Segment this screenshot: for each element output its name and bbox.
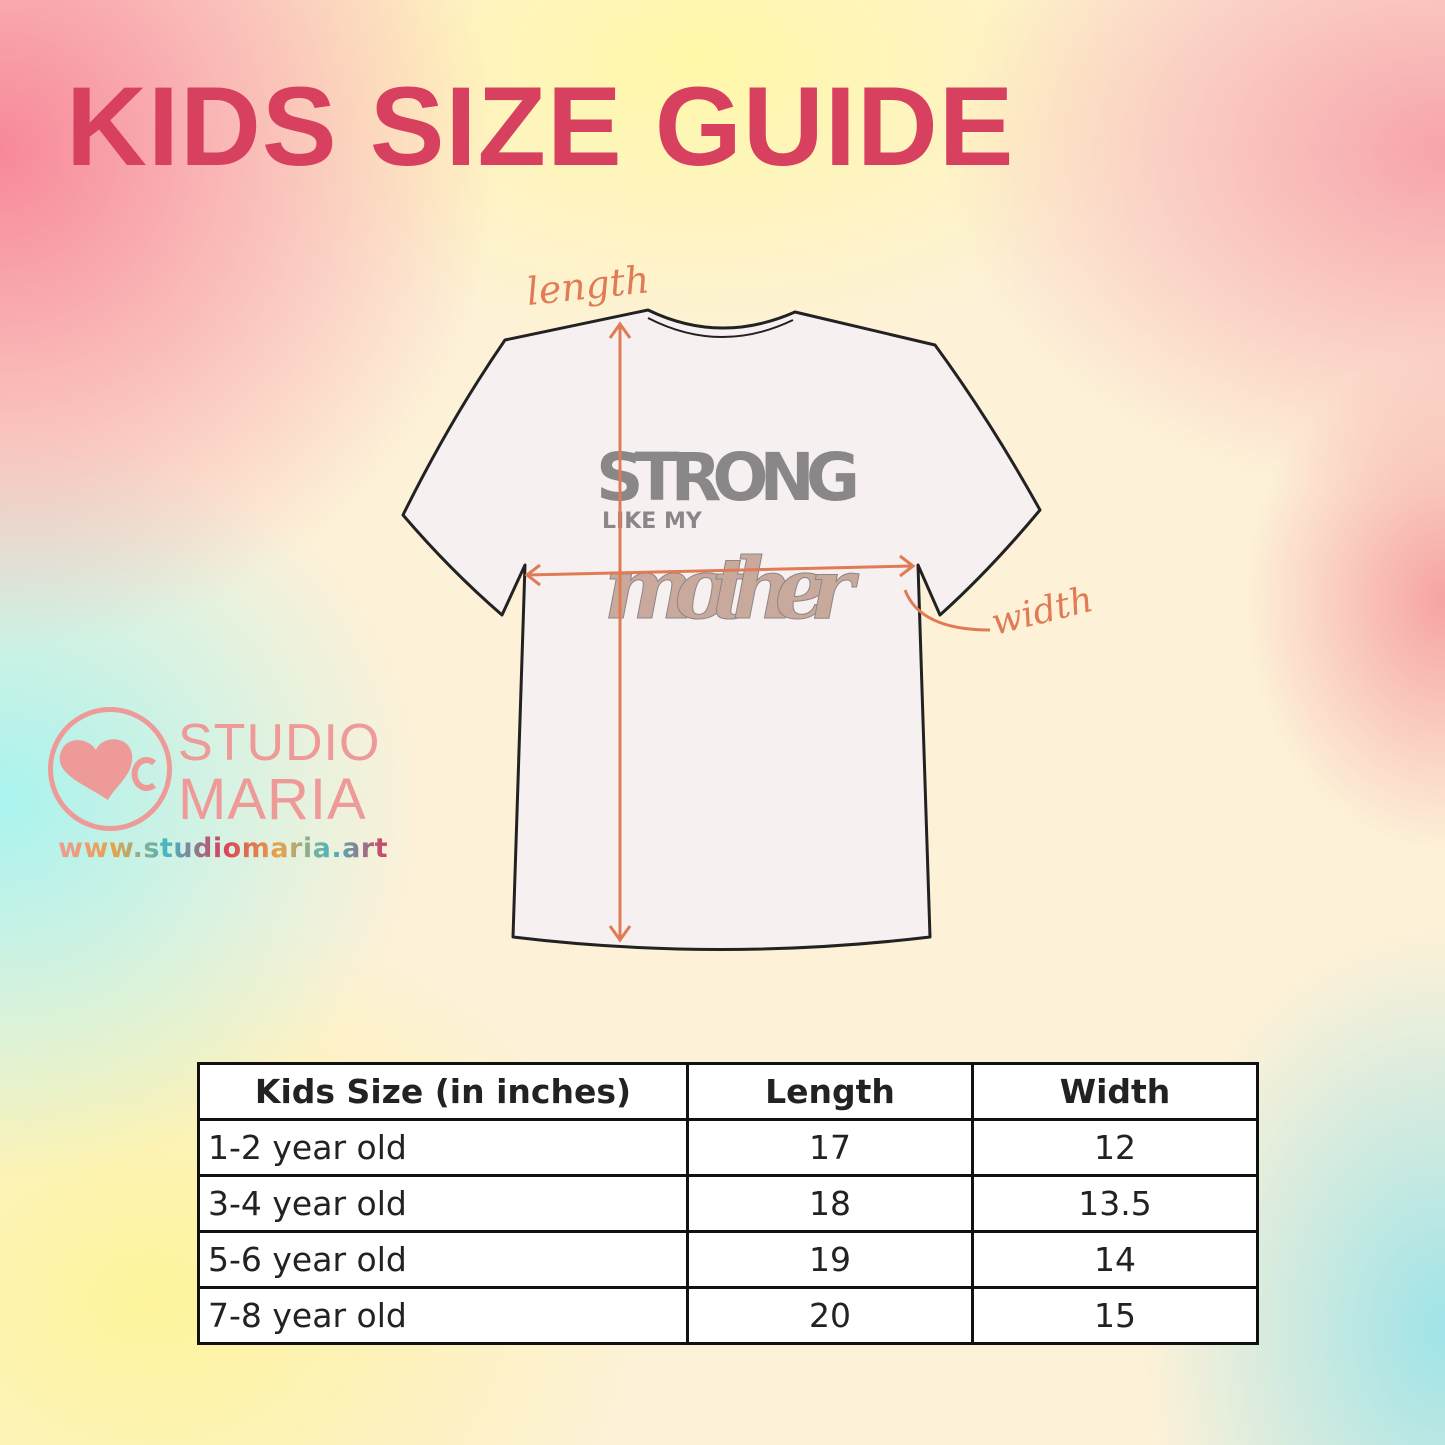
width-cell: 14 [971,1230,1259,1289]
length-label: length [524,257,651,314]
print-like-my: LIKE MY [602,509,703,534]
heart-c-icon [59,739,157,800]
length-cell: 19 [686,1230,974,1289]
length-cell: 18 [686,1174,974,1233]
print-strong: STRONG [596,439,860,516]
url-text: www.studiomaria.art [58,833,389,864]
tshirt-diagram: STRONG LIKE MY mother length width [401,257,1097,951]
length-arrow [608,321,632,943]
width-cell: 15 [971,1286,1259,1345]
width-label: width [987,579,1097,644]
header-size: Kids Size (in inches) [197,1062,689,1121]
header-width: Width [971,1062,1259,1121]
logo-studio: STUDIO [178,714,381,772]
width-cell: 12 [971,1118,1259,1177]
website-url[interactable]: www.studiomaria.art [58,833,388,864]
size-cell: 1-2 year old [197,1118,689,1177]
size-cell: 3-4 year old [197,1174,689,1233]
size-table: Kids Size (in inches) Length Width 1-2 y… [197,1062,1259,1345]
size-cell: 5-6 year old [197,1230,689,1289]
table-header-row: Kids Size (in inches) Length Width [197,1062,1259,1121]
table-row: 7-8 year old 20 15 [197,1286,1259,1345]
print-mother: mother [604,539,860,638]
table-row: 5-6 year old 19 14 [197,1230,1259,1289]
length-cell: 17 [686,1118,974,1177]
width-cell: 13.5 [971,1174,1259,1233]
size-cell: 7-8 year old [197,1286,689,1345]
neckline [647,317,794,338]
table-row: 3-4 year old 18 13.5 [197,1174,1259,1233]
tshirt-outline [401,308,1042,951]
studio-maria-logo: STUDIO MARIA www.studiomaria.art [46,705,406,875]
length-cell: 20 [686,1286,974,1345]
width-arrow [524,554,991,632]
header-length: Length [686,1062,974,1121]
logo-maria: MARIA [178,767,367,832]
page-title: KIDS SIZE GUIDE [66,64,1015,189]
logo-circle [48,707,172,831]
table-row: 1-2 year old 17 12 [197,1118,1259,1177]
